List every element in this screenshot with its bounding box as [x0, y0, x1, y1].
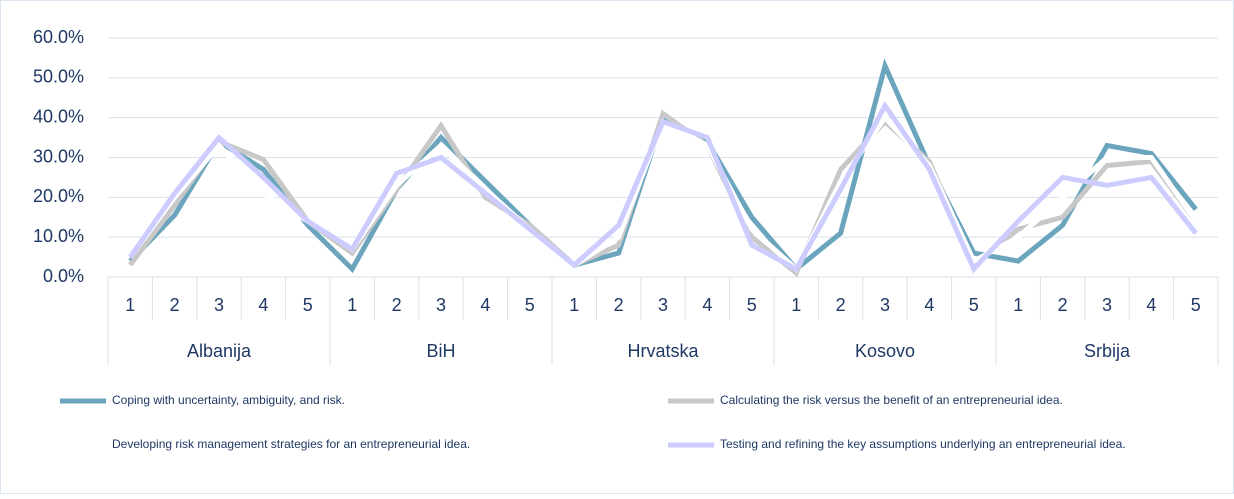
x-tick-label: 1	[569, 295, 579, 315]
legend-label: Coping with uncertainty, ambiguity, and …	[112, 393, 345, 407]
y-tick-label: 0.0%	[43, 266, 84, 286]
group-label: Albanija	[187, 341, 252, 361]
x-tick-label: 5	[525, 295, 535, 315]
legend-label: Calculating the risk versus the benefit …	[720, 393, 1063, 407]
x-tick-label: 3	[1102, 295, 1112, 315]
x-tick-label: 4	[702, 295, 712, 315]
legend-label: Testing and refining the key assumptions…	[720, 437, 1126, 451]
x-tick-label: 5	[1191, 295, 1201, 315]
x-tick-label: 1	[125, 295, 135, 315]
x-tick-label: 2	[392, 295, 402, 315]
x-tick-label: 4	[924, 295, 934, 315]
x-tick-label: 4	[1146, 295, 1156, 315]
x-tick-label: 3	[214, 295, 224, 315]
x-tick-label: 4	[480, 295, 490, 315]
y-tick-label: 40.0%	[33, 106, 84, 126]
legend-label: Developing risk management strategies fo…	[112, 437, 470, 451]
group-label: Srbija	[1084, 341, 1131, 361]
y-tick-label: 30.0%	[33, 146, 84, 166]
x-tick-label: 2	[1058, 295, 1068, 315]
x-tick-label: 5	[969, 295, 979, 315]
y-tick-label: 10.0%	[33, 226, 84, 246]
y-tick-label: 20.0%	[33, 186, 84, 206]
group-label: Hrvatska	[627, 341, 699, 361]
x-tick-label: 1	[791, 295, 801, 315]
group-label: Kosovo	[855, 341, 915, 361]
x-tick-label: 3	[880, 295, 890, 315]
x-tick-label: 5	[747, 295, 757, 315]
series-line	[128, 100, 1198, 274]
x-tick-label: 3	[436, 295, 446, 315]
x-tick-label: 1	[1013, 295, 1023, 315]
x-tick-label: 5	[303, 295, 313, 315]
x-tick-label: 1	[347, 295, 357, 315]
x-tick-label: 4	[258, 295, 268, 315]
y-tick-label: 50.0%	[33, 67, 84, 87]
x-tick-label: 2	[170, 295, 180, 315]
group-label: BiH	[426, 341, 455, 361]
x-tick-label: 3	[658, 295, 668, 315]
y-tick-label: 60.0%	[33, 27, 84, 47]
x-tick-label: 2	[836, 295, 846, 315]
x-tick-label: 2	[614, 295, 624, 315]
